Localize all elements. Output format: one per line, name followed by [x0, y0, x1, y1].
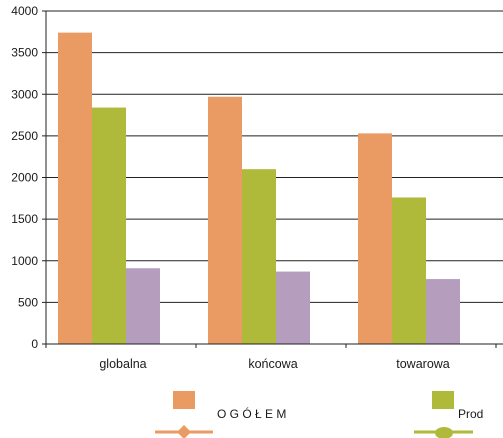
bar	[208, 96, 242, 344]
y-tick-label: 4000	[11, 4, 38, 18]
y-tick-label: 3000	[11, 87, 38, 101]
bars	[58, 32, 460, 345]
category-label: końcowa	[248, 357, 297, 371]
y-tick-label: 500	[18, 295, 38, 309]
category-label: globalna	[99, 357, 146, 371]
y-tick-label: 3500	[11, 46, 38, 60]
legend-swatch	[173, 391, 195, 409]
bar	[392, 197, 426, 344]
y-tick-label: 1500	[11, 212, 38, 226]
bar	[426, 279, 460, 344]
axes	[42, 10, 503, 348]
bar	[126, 268, 160, 344]
y-tick-label: 2000	[11, 171, 38, 185]
bar	[58, 32, 92, 345]
legend-label: O G Ó Ł E M	[217, 406, 286, 421]
bar	[92, 107, 126, 344]
legend-marker	[177, 425, 191, 438]
legend-label: Prod	[458, 407, 483, 421]
bar	[276, 271, 310, 344]
y-tick-label: 0	[31, 337, 38, 351]
legend-swatch	[432, 391, 454, 409]
legend-marker	[435, 427, 453, 438]
category-labels: globalna końcowa towarowa	[99, 357, 449, 371]
legend: O G Ó Ł E M Prod	[155, 391, 483, 438]
y-tick-label: 1000	[11, 254, 38, 268]
bar	[358, 133, 392, 344]
y-tick-labels: 0 500 1000 1500 2000 2500 3000 3500 4000	[11, 4, 38, 351]
y-tick-label: 2500	[11, 129, 38, 143]
category-label: towarowa	[396, 357, 450, 371]
bar	[242, 169, 276, 344]
